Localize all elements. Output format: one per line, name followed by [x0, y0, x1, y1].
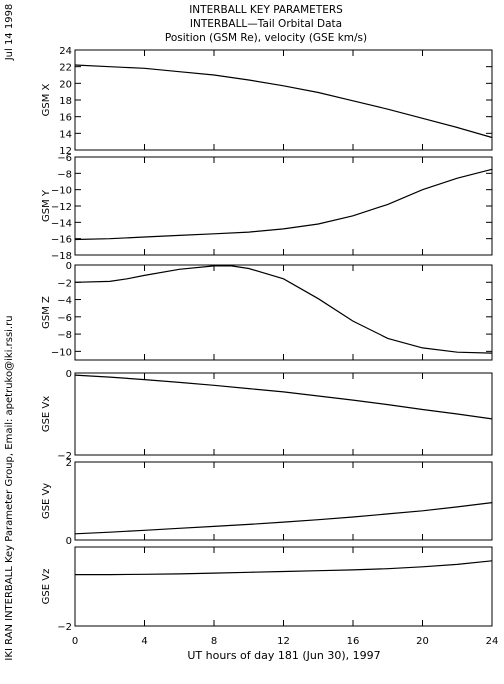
x-tick-label: 20: [416, 636, 429, 647]
y-tick-label-gsm-y: −18: [51, 251, 72, 262]
x-tick-label: 8: [211, 636, 217, 647]
y-tick-label-gsm-x: 14: [59, 129, 72, 140]
panel-frame-gse-vy: [74, 461, 493, 541]
y-tick-label-gsm-z: −4: [57, 296, 72, 307]
y-tick-label-gsm-x: 20: [59, 79, 72, 90]
y-tick-label-gsm-y: −6: [57, 153, 72, 164]
series-line-gse-vy: [74, 502, 493, 535]
panel-frame-gsm-x: [74, 49, 493, 151]
y-tick-label-gsm-z: −6: [57, 313, 72, 324]
x-tick-label: 16: [347, 636, 360, 647]
panel-frame-gse-vx: [74, 372, 493, 456]
panel-frame-gse-vz: [74, 546, 493, 627]
x-tick-label: 24: [486, 636, 499, 647]
x-tick-label: 0: [72, 636, 78, 647]
y-tick-label-gse-vx: 0: [66, 369, 72, 380]
y-tick-label-gsm-y: −12: [51, 202, 72, 213]
y-tick-label-gsm-z: 0: [66, 261, 72, 272]
y-tick-label-gsm-x: 22: [59, 63, 72, 74]
title-line-1: INTERBALL KEY PARAMETERS: [189, 4, 343, 16]
y-tick-label-gsm-x: 24: [59, 46, 72, 57]
y-tick-label-gsm-y: −8: [57, 169, 72, 180]
y-axis-label-gse-vz: GSE Vz: [41, 569, 52, 605]
y-tick-label-gsm-z: −2: [57, 278, 72, 289]
y-tick-label-gsm-x: 18: [59, 96, 72, 107]
y-tick-label-gse-vx: −2: [57, 451, 72, 462]
title-line-2: INTERBALL—Tail Orbital Data: [190, 18, 342, 30]
y-tick-label-gse-vy: 2: [66, 458, 72, 469]
y-tick-label-gsm-y: −10: [51, 186, 72, 197]
y-tick-label-gse-vy: 0: [66, 536, 72, 547]
x-tick-label: 4: [141, 636, 147, 647]
series-line-gsm-y: [74, 168, 493, 241]
y-axis-label-gsm-z: GSM Z: [41, 296, 52, 329]
panel-frame-gsm-y: [74, 156, 493, 256]
y-tick-label-gsm-x: 16: [59, 113, 72, 124]
y-tick-label-gsm-y: −14: [51, 218, 72, 229]
x-axis-label: UT hours of day 181 (Jun 30), 1997: [187, 649, 380, 662]
x-tick-label: 12: [277, 636, 290, 647]
y-tick-label-gse-vz: −2: [57, 622, 72, 633]
y-axis-label-gsm-y: GSM Y: [41, 189, 52, 222]
series-line-gsm-z: [74, 265, 493, 354]
y-tick-label-gsm-x: 12: [59, 146, 72, 157]
y-tick-label-gsm-y: −16: [51, 235, 72, 246]
title-line-3: Position (GSM Re), velocity (GSE km/s): [165, 32, 367, 44]
series-line-gse-vx: [74, 374, 493, 420]
y-tick-label-gsm-z: −8: [57, 330, 72, 341]
y-axis-label-gsm-x: GSM X: [41, 83, 52, 116]
y-tick-label-gsm-z: −10: [51, 347, 72, 358]
y-axis-label-gse-vx: GSE Vx: [41, 396, 52, 432]
credit-label: IKI RAN INTERBALL Key Parameter Group, E…: [4, 315, 15, 660]
date-label: Jul 14 1998: [4, 4, 15, 62]
series-line-gse-vz: [75, 560, 493, 576]
y-axis-label-gse-vy: GSE Vy: [41, 483, 52, 519]
series-line-gsm-x: [74, 64, 493, 139]
